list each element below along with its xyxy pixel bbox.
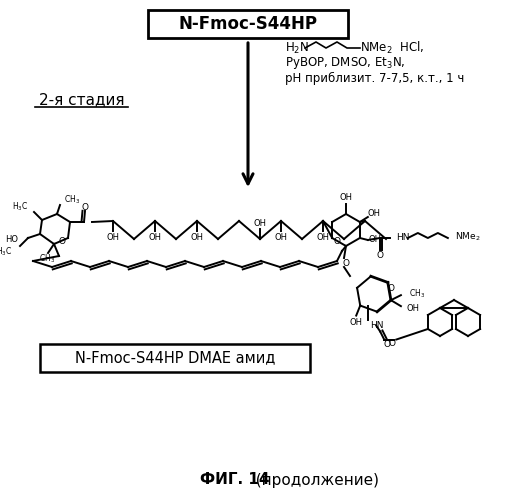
Bar [148,10,348,38]
Text: OH: OH [367,210,380,218]
Text: ФИГ. 14: ФИГ. 14 [200,472,269,488]
Text: HN: HN [396,232,410,241]
Text: O: O [58,238,66,246]
Text: OH: OH [274,232,288,241]
Text: OH: OH [368,236,381,244]
Text: CH$_3$: CH$_3$ [39,253,55,265]
Text: OH: OH [148,232,161,241]
Text: OH: OH [339,194,352,202]
Text: H$_3$C: H$_3$C [12,200,28,213]
Text: pH приблизит. 7-7,5, к.т., 1 ч: pH приблизит. 7-7,5, к.т., 1 ч [285,72,464,85]
Text: OH: OH [350,318,362,327]
Text: OH: OH [253,218,267,228]
Text: 2-я стадия: 2-я стадия [39,92,125,108]
Bar [40,344,310,372]
Text: H$_3$C: H$_3$C [0,246,12,258]
Text: O: O [376,250,383,260]
Text: O: O [389,339,396,348]
Text: CH$_3$: CH$_3$ [409,288,425,300]
Text: HO: HO [5,234,18,244]
Text: O: O [383,340,391,349]
Text: O: O [81,202,89,211]
Text: N-Fmoc-S44HP: N-Fmoc-S44HP [179,15,317,33]
Text: O: O [343,260,350,268]
Text: H$_2$N: H$_2$N [285,40,309,56]
Text: OH: OH [316,232,330,241]
Text: NMe$_2$: NMe$_2$ [455,231,480,243]
Text: OH: OH [106,232,119,241]
Text: OH: OH [190,232,203,241]
Text: N-Fmoc-S44HP DMAE амид: N-Fmoc-S44HP DMAE амид [75,350,275,366]
Text: OH: OH [407,304,420,312]
Text: CH$_3$: CH$_3$ [64,194,80,206]
Text: HN: HN [370,321,383,330]
Text: (продолжение): (продолжение) [246,472,379,488]
Text: NMe$_2$  HCl,: NMe$_2$ HCl, [360,40,424,56]
Text: O: O [388,284,395,293]
Text: O: O [334,236,340,246]
Text: PyBOP, DMSO, Et$_3$N,: PyBOP, DMSO, Et$_3$N, [285,55,406,71]
